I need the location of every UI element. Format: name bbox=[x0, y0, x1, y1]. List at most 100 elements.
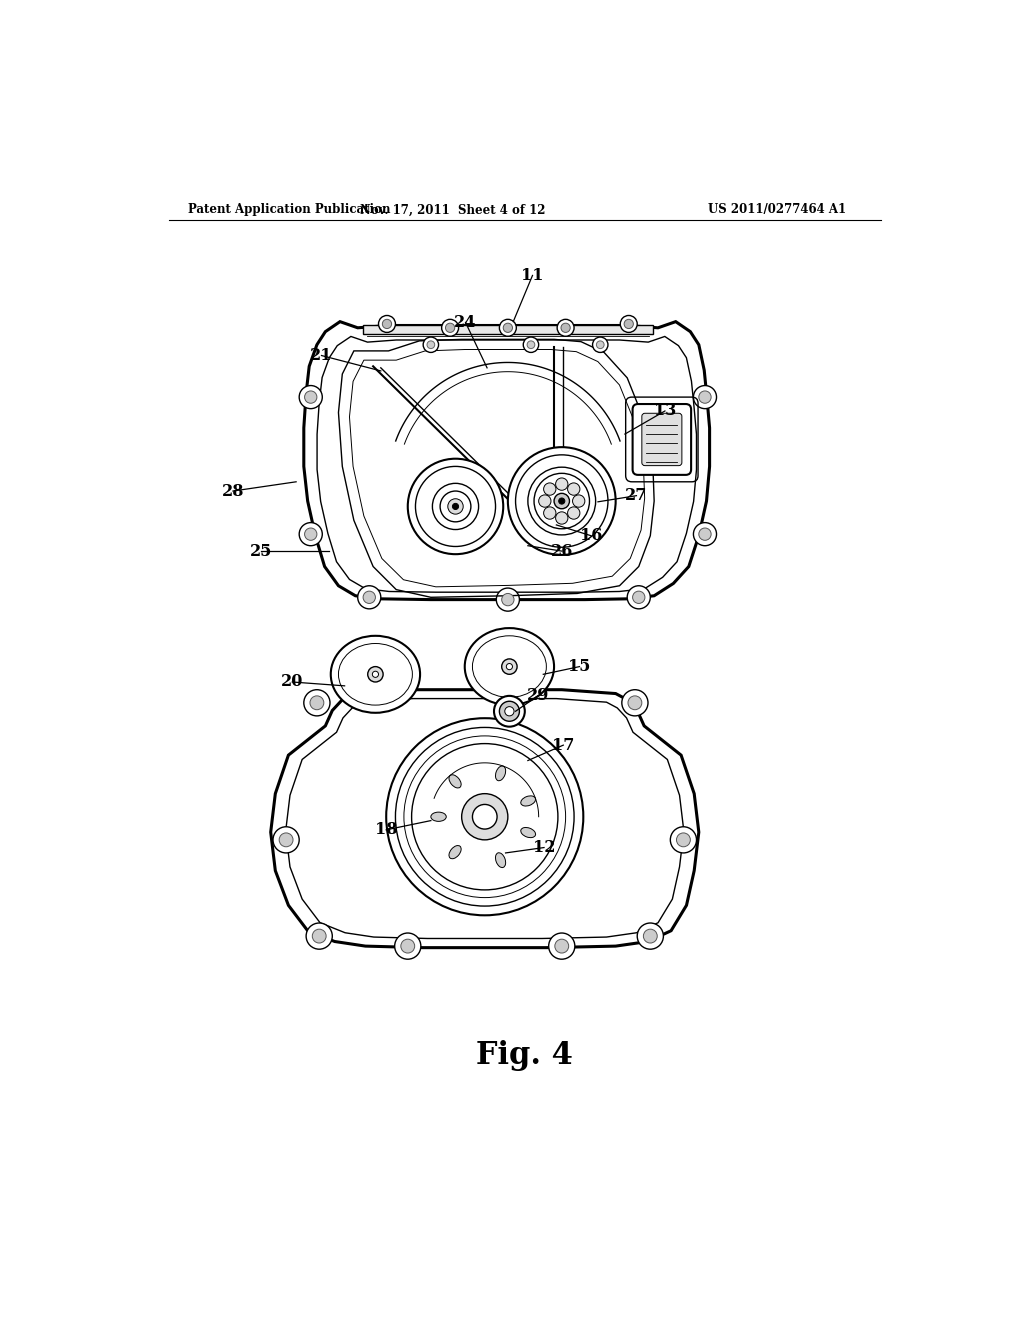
Circle shape bbox=[698, 528, 711, 540]
Circle shape bbox=[306, 923, 333, 949]
Text: 28: 28 bbox=[222, 483, 244, 499]
Ellipse shape bbox=[496, 766, 506, 780]
Circle shape bbox=[502, 594, 514, 606]
Circle shape bbox=[643, 929, 657, 942]
Ellipse shape bbox=[521, 796, 536, 807]
Circle shape bbox=[408, 459, 503, 554]
Ellipse shape bbox=[449, 846, 461, 859]
Circle shape bbox=[500, 319, 516, 337]
Text: 27: 27 bbox=[626, 487, 647, 504]
Circle shape bbox=[556, 478, 568, 490]
Circle shape bbox=[472, 804, 497, 829]
Circle shape bbox=[527, 341, 535, 348]
Text: 11: 11 bbox=[521, 267, 544, 284]
Circle shape bbox=[637, 923, 664, 949]
Ellipse shape bbox=[449, 775, 461, 788]
Text: 18: 18 bbox=[375, 821, 397, 838]
Circle shape bbox=[693, 523, 717, 545]
Circle shape bbox=[441, 319, 459, 337]
Circle shape bbox=[561, 323, 570, 333]
Text: 21: 21 bbox=[310, 347, 333, 364]
Text: 17: 17 bbox=[552, 737, 574, 754]
Ellipse shape bbox=[496, 853, 506, 867]
Text: 26: 26 bbox=[551, 543, 573, 560]
Circle shape bbox=[523, 337, 539, 352]
Text: Nov. 17, 2011  Sheet 4 of 12: Nov. 17, 2011 Sheet 4 of 12 bbox=[359, 203, 545, 216]
Circle shape bbox=[567, 483, 580, 495]
Circle shape bbox=[544, 507, 556, 519]
Circle shape bbox=[508, 447, 615, 554]
Circle shape bbox=[621, 315, 637, 333]
Circle shape bbox=[494, 696, 525, 726]
Circle shape bbox=[447, 499, 463, 515]
Circle shape bbox=[373, 671, 379, 677]
Circle shape bbox=[304, 528, 316, 540]
Text: 20: 20 bbox=[281, 673, 303, 690]
Circle shape bbox=[364, 591, 376, 603]
Circle shape bbox=[497, 589, 519, 611]
Circle shape bbox=[427, 341, 435, 348]
Text: US 2011/0277464 A1: US 2011/0277464 A1 bbox=[708, 203, 846, 216]
Circle shape bbox=[505, 706, 514, 715]
Circle shape bbox=[557, 319, 574, 337]
Text: Fig. 4: Fig. 4 bbox=[476, 1040, 573, 1071]
Circle shape bbox=[539, 495, 551, 507]
Circle shape bbox=[544, 483, 556, 495]
Polygon shape bbox=[270, 689, 698, 948]
Circle shape bbox=[596, 341, 604, 348]
Circle shape bbox=[622, 689, 648, 715]
Circle shape bbox=[382, 319, 391, 329]
Text: 12: 12 bbox=[532, 840, 555, 857]
Text: 25: 25 bbox=[250, 543, 272, 560]
Ellipse shape bbox=[521, 828, 536, 838]
Circle shape bbox=[453, 503, 459, 510]
Circle shape bbox=[299, 523, 323, 545]
Circle shape bbox=[357, 586, 381, 609]
Circle shape bbox=[556, 512, 568, 524]
Circle shape bbox=[423, 337, 438, 352]
Circle shape bbox=[368, 667, 383, 682]
Circle shape bbox=[432, 483, 478, 529]
Circle shape bbox=[462, 793, 508, 840]
Circle shape bbox=[572, 495, 585, 507]
Text: 15: 15 bbox=[568, 659, 591, 675]
Circle shape bbox=[280, 833, 293, 847]
Polygon shape bbox=[364, 326, 652, 334]
Circle shape bbox=[625, 319, 634, 329]
Circle shape bbox=[633, 591, 645, 603]
Ellipse shape bbox=[331, 636, 420, 713]
Circle shape bbox=[304, 391, 316, 404]
Polygon shape bbox=[304, 322, 710, 599]
Circle shape bbox=[502, 659, 517, 675]
Circle shape bbox=[312, 929, 326, 942]
FancyBboxPatch shape bbox=[633, 404, 691, 475]
Circle shape bbox=[503, 323, 512, 333]
Circle shape bbox=[400, 940, 415, 953]
Text: 24: 24 bbox=[455, 314, 477, 331]
Circle shape bbox=[555, 940, 568, 953]
Circle shape bbox=[628, 696, 642, 710]
Circle shape bbox=[394, 933, 421, 960]
Ellipse shape bbox=[431, 812, 446, 821]
Text: Patent Application Publication: Patent Application Publication bbox=[188, 203, 391, 216]
Text: 29: 29 bbox=[526, 688, 549, 705]
Circle shape bbox=[628, 586, 650, 609]
FancyBboxPatch shape bbox=[642, 413, 682, 466]
Circle shape bbox=[273, 826, 299, 853]
Text: 16: 16 bbox=[580, 527, 602, 544]
Circle shape bbox=[698, 391, 711, 404]
Circle shape bbox=[567, 507, 580, 519]
Circle shape bbox=[677, 833, 690, 847]
Circle shape bbox=[559, 498, 565, 504]
Circle shape bbox=[310, 696, 324, 710]
Circle shape bbox=[412, 743, 558, 890]
Circle shape bbox=[554, 494, 569, 508]
Circle shape bbox=[693, 385, 717, 409]
Circle shape bbox=[386, 718, 584, 915]
Circle shape bbox=[528, 467, 596, 535]
Circle shape bbox=[506, 664, 512, 669]
Text: 13: 13 bbox=[653, 403, 676, 420]
Circle shape bbox=[500, 701, 519, 721]
Circle shape bbox=[304, 689, 330, 715]
Ellipse shape bbox=[465, 628, 554, 705]
